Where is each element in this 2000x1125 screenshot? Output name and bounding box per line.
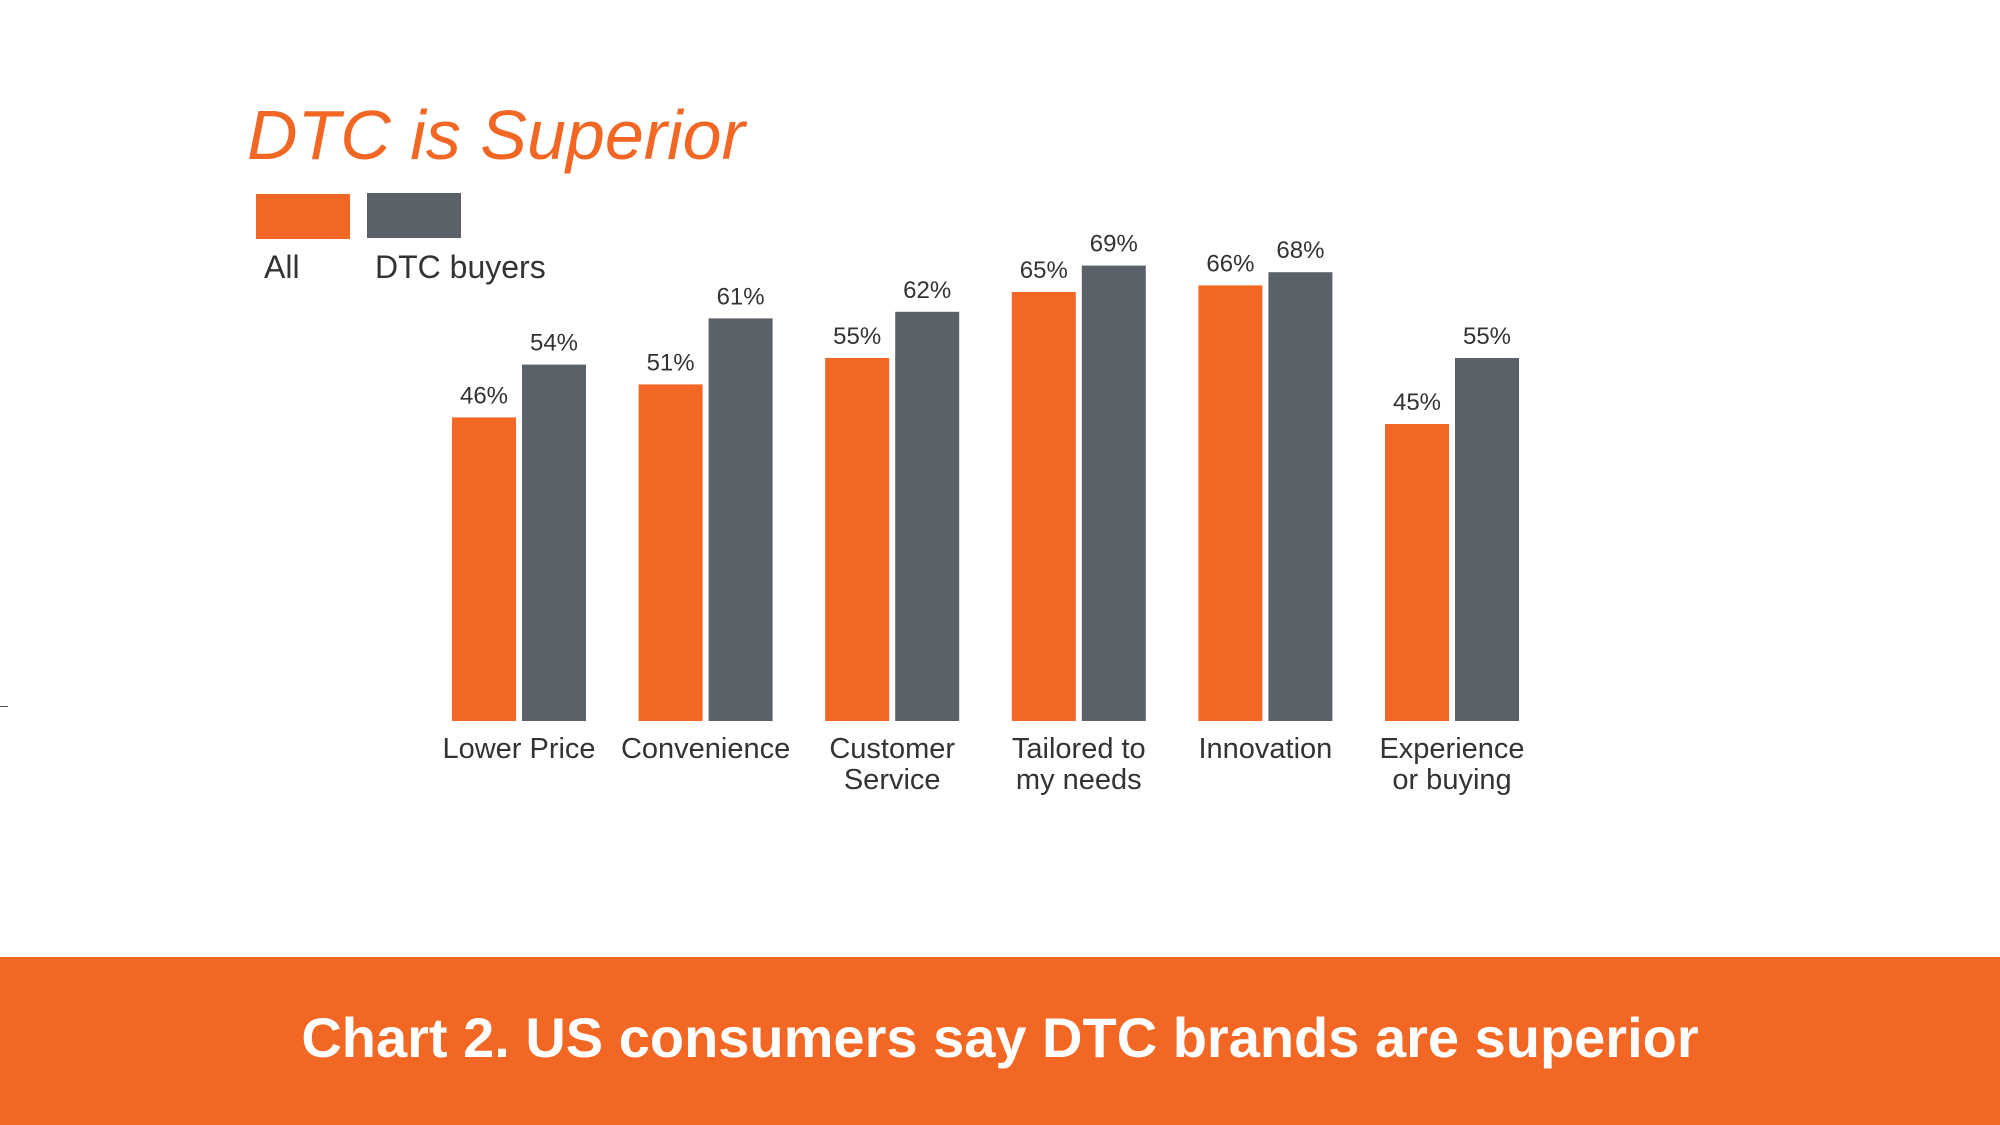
value-label-dtc-buyers-3: 69% <box>1090 231 1138 258</box>
category-label-5-line-0: Experience <box>1379 733 1524 765</box>
category-label-3-line-0: Tailored to <box>1012 733 1146 765</box>
value-label-all-5: 45% <box>1393 389 1441 416</box>
bar-all-0 <box>452 417 516 721</box>
legend-label-dtc-buyers: DTC buyers <box>375 249 546 285</box>
category-label-5-line-1: or buying <box>1392 764 1511 796</box>
value-label-all-4: 66% <box>1206 250 1254 277</box>
value-label-dtc-buyers-2: 62% <box>903 277 951 304</box>
category-label-2-line-1: Service <box>844 764 941 796</box>
category-label-0-line-0: Lower Price <box>442 733 595 765</box>
category-label-1-line-0: Convenience <box>621 733 790 765</box>
value-label-dtc-buyers-4: 68% <box>1276 237 1324 264</box>
value-labels-group: 46% 54% 51% 61% 55% 62% 65% 69% 66% 68% 45% 55% <box>460 231 1511 416</box>
value-label-all-2: 55% <box>833 323 881 350</box>
bar-dtc-buyers-0 <box>522 364 586 721</box>
bar-dtc-buyers-4 <box>1268 272 1333 721</box>
bar-all-2 <box>825 358 890 721</box>
value-label-all-1: 51% <box>647 349 695 376</box>
edge-tick-mark <box>0 706 8 707</box>
legend-label-all: All <box>264 249 300 285</box>
bar-all-3 <box>1011 292 1076 721</box>
value-label-all-3: 65% <box>1020 257 1068 284</box>
bars-group <box>452 265 1519 721</box>
value-label-dtc-buyers-5: 55% <box>1463 323 1511 350</box>
bar-dtc-buyers-2 <box>895 311 960 721</box>
footer-band: Chart 2. US consumers say DTC brands are… <box>0 957 2000 1125</box>
legend: All DTC buyers <box>256 193 546 285</box>
category-label-2-line-0: Customer <box>829 733 955 765</box>
category-label-3-line-1: my needs <box>1016 764 1142 796</box>
bar-all-1 <box>638 384 703 721</box>
legend-swatch-all <box>256 194 350 239</box>
bar-all-5 <box>1385 424 1449 721</box>
bar-dtc-buyers-1 <box>708 318 773 721</box>
bar-dtc-buyers-3 <box>1081 265 1146 721</box>
value-label-all-0: 46% <box>460 382 508 409</box>
category-label-4-line-0: Innovation <box>1198 733 1332 765</box>
chart-title: DTC is Superior <box>247 96 748 174</box>
bar-all-4 <box>1198 285 1263 721</box>
footer-caption: Chart 2. US consumers say DTC brands are… <box>301 1005 1699 1069</box>
value-label-dtc-buyers-0: 54% <box>530 330 578 357</box>
legend-swatch-dtc-buyers <box>367 193 461 238</box>
value-label-dtc-buyers-1: 61% <box>717 283 765 310</box>
bar-dtc-buyers-5 <box>1455 358 1519 721</box>
